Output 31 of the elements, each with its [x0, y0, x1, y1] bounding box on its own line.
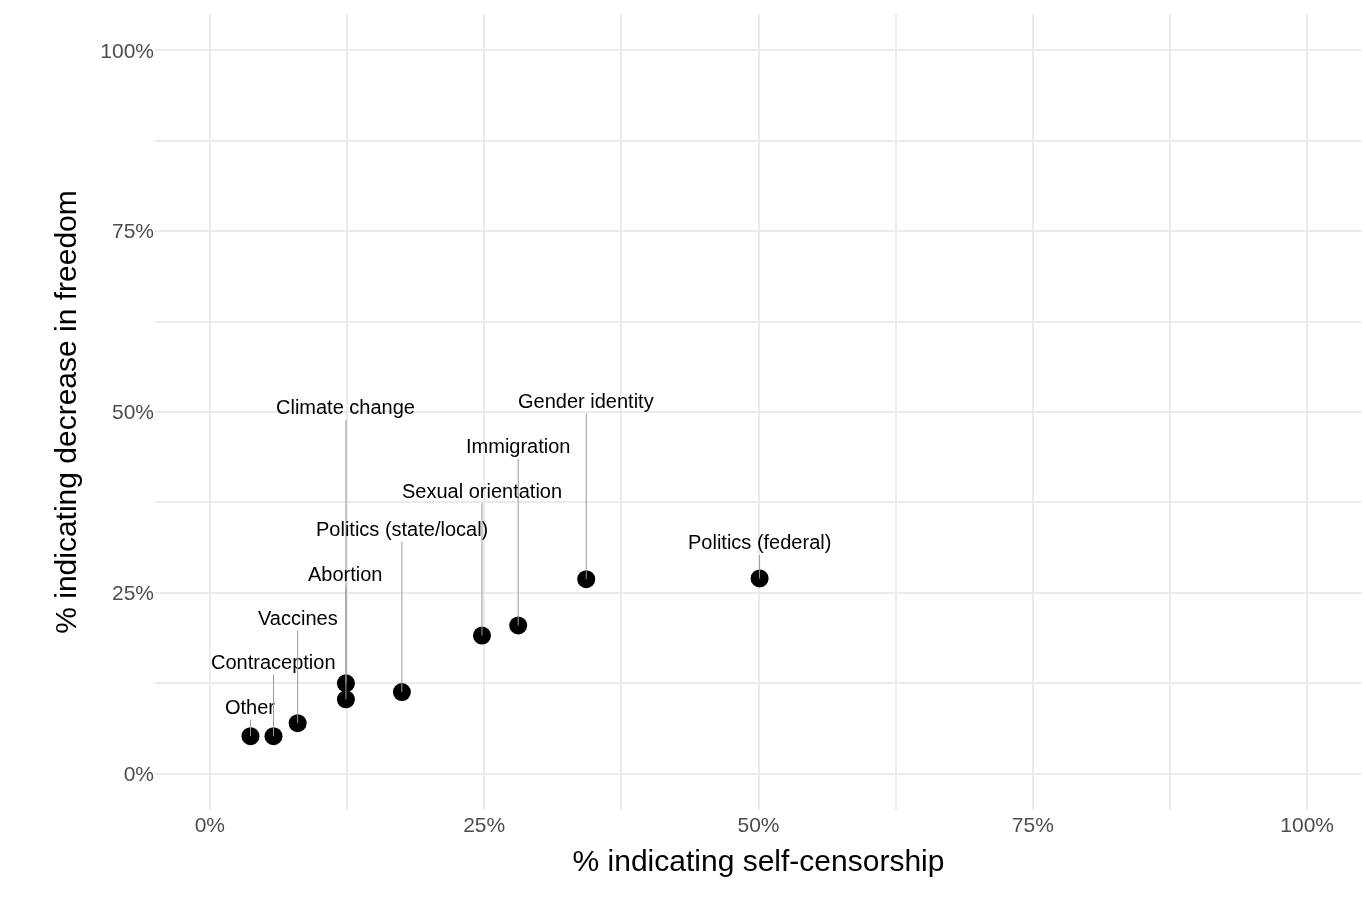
annotation: Politics (state/local) [316, 518, 489, 540]
annotation: Climate change [276, 396, 415, 418]
point [336, 690, 355, 709]
point [750, 569, 769, 588]
annotation: Abortion [308, 563, 383, 585]
y-tick-label: 25% [111, 581, 154, 605]
y-tick-label: 75% [111, 219, 154, 243]
y-tick-label: 100% [100, 38, 154, 62]
annotation: Gender identity [518, 390, 654, 412]
x-tick-label: 75% [1011, 813, 1054, 836]
x-tick-label: 25% [463, 813, 506, 836]
point [241, 727, 260, 746]
y-tick-label: 50% [111, 400, 154, 424]
x-tick-label: 50% [737, 813, 780, 836]
annotation: Contraception [211, 651, 336, 673]
y-tick-label: 0% [123, 762, 154, 786]
point [288, 714, 307, 733]
annotation: Sexual orientation [402, 480, 563, 502]
x-tick-label: 100% [1280, 813, 1334, 836]
annotation: Politics (federal) [688, 531, 832, 553]
y-axis-title: % indicating decrease in freedom [49, 190, 83, 634]
point [473, 626, 491, 645]
x-tick-label: 0% [194, 813, 226, 836]
point [392, 683, 411, 702]
annotation: Vaccines [258, 607, 338, 629]
annotation: Other [225, 696, 276, 718]
x-axis-title: % indicating self-censorship [572, 843, 945, 877]
point [509, 616, 528, 635]
point [264, 727, 283, 746]
annotation: Immigration [466, 435, 571, 457]
point [577, 570, 596, 589]
